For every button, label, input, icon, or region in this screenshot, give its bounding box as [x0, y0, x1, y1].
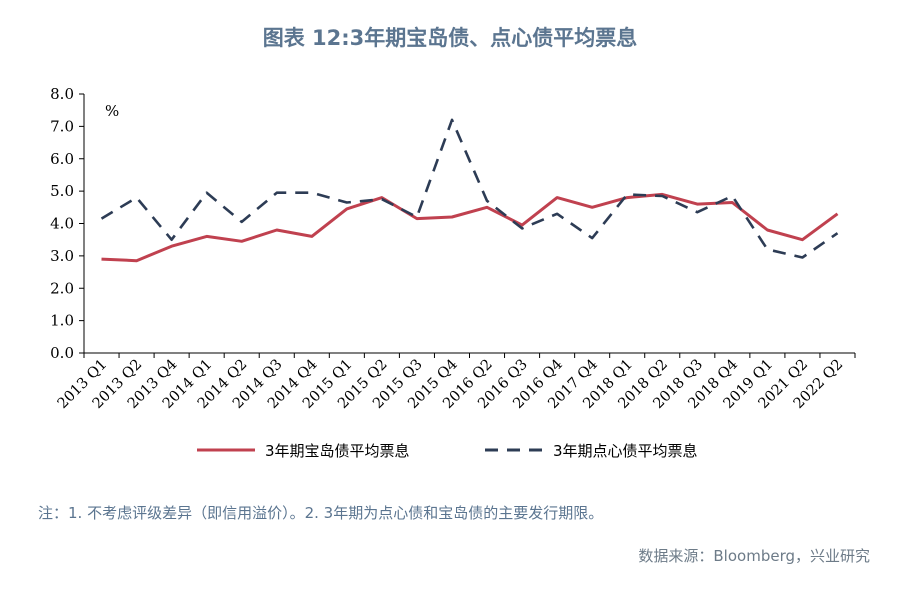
y-tick-label: 4.0	[50, 215, 74, 233]
y-tick-label: 2.0	[50, 279, 74, 297]
y-tick-label: 3.0	[50, 247, 74, 265]
series-line-2	[100, 118, 839, 259]
y-tick-label: 5.0	[50, 182, 74, 200]
legend-label-2: 3年期点心债平均票息	[553, 442, 698, 460]
data-source: 数据来源：Bloomberg，兴业研究	[638, 547, 870, 565]
series-line-1	[101, 192, 839, 263]
axes	[83, 94, 855, 354]
series-lines	[100, 118, 839, 263]
y-axis-unit: %	[105, 102, 119, 120]
legend: 3年期宝岛债平均票息 3年期点心债平均票息	[197, 442, 698, 460]
chart-title: 图表 12:3年期宝岛债、点心债平均票息	[262, 26, 638, 50]
footnote: 注：1. 不考虑评级差异（即信用溢价）。2. 3年期为点心债和宝岛债的主要发行期…	[38, 504, 604, 522]
y-ticks: 0.0 1.0 2.0 3.0 4.0 5.0 6.0 7.0 8.0	[50, 85, 84, 362]
y-tick-label: 0.0	[50, 344, 74, 362]
line-chart: 0.0 1.0 2.0 3.0 4.0 5.0 6.0 7.0 8.0 2013 Q12013 …	[50, 85, 856, 460]
legend-label-1: 3年期宝岛债平均票息	[265, 442, 410, 460]
y-tick-label: 7.0	[50, 117, 74, 135]
y-tick-label: 1.0	[50, 312, 74, 330]
y-tick-label: 6.0	[50, 150, 74, 168]
y-tick-label: 8.0	[50, 85, 74, 103]
